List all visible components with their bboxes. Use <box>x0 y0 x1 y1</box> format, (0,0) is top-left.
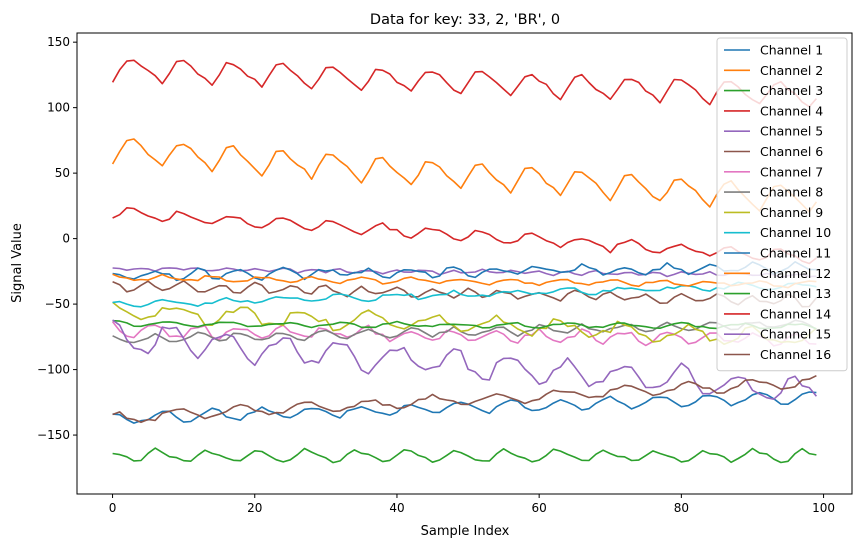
legend-label: Channel 5 <box>760 124 823 139</box>
legend-label: Channel 9 <box>760 205 823 220</box>
series-line-4 <box>111 59 818 108</box>
series-line-11 <box>112 260 817 282</box>
x-tick-label: 80 <box>674 501 689 515</box>
x-tick-label: 0 <box>109 501 117 515</box>
x-tick-label: 60 <box>532 501 547 515</box>
legend-label: Channel 15 <box>760 327 831 342</box>
series-line-14 <box>112 207 817 265</box>
legend-label: Channel 14 <box>760 306 831 321</box>
x-tick-label: 20 <box>247 501 262 515</box>
legend-label: Channel 16 <box>760 347 831 362</box>
series-line-7 <box>111 321 817 347</box>
series-line-16 <box>112 374 817 424</box>
legend-label: Channel 1 <box>760 43 823 58</box>
legend-label: Channel 6 <box>760 144 823 159</box>
series-line-10 <box>112 281 817 308</box>
y-tick-label: 50 <box>55 166 70 180</box>
legend-box <box>716 37 848 372</box>
x-tick-label: 100 <box>812 501 835 515</box>
series-line-12 <box>112 273 817 289</box>
series-lines <box>111 59 818 464</box>
y-tick-label: −50 <box>45 297 70 311</box>
legend: Channel 1 Channel 2 Channel 3 Channel 4 Chan… <box>716 37 848 372</box>
series-line-3 <box>112 447 817 464</box>
y-axis-label: Signal Value <box>10 223 25 303</box>
series-line-2 <box>111 138 818 213</box>
series-line-13 <box>112 319 817 330</box>
x-axis: 0 20 40 60 80 100 <box>109 494 835 515</box>
x-axis-label: Sample Index <box>421 524 510 539</box>
series-line-15 <box>112 319 818 401</box>
series-line-9 <box>112 301 817 346</box>
y-tick-label: 150 <box>47 35 70 49</box>
legend-label: Channel 2 <box>760 63 823 78</box>
x-tick-label: 40 <box>389 501 404 515</box>
y-axis: −150 −100 −50 0 50 100 150 <box>37 35 77 442</box>
chart-title: Data for key: 33, 2, 'BR', 0 <box>370 12 560 28</box>
series-line-1 <box>112 391 817 424</box>
plot-frame <box>76 32 853 495</box>
legend-label: Channel 11 <box>760 246 831 261</box>
legend-label: Channel 10 <box>760 225 831 240</box>
legend-label: Channel 8 <box>760 185 823 200</box>
y-tick-label: −100 <box>37 363 70 377</box>
y-tick-label: 0 <box>62 232 70 246</box>
legend-label: Channel 3 <box>760 83 823 98</box>
legend-label: Channel 7 <box>760 164 823 179</box>
legend-label: Channel 13 <box>760 286 831 301</box>
legend-label: Channel 12 <box>760 266 831 281</box>
series-line-6 <box>112 280 818 308</box>
legend-label: Channel 4 <box>760 103 823 118</box>
y-tick-label: 100 <box>47 101 70 115</box>
y-tick-label: −150 <box>37 428 70 442</box>
